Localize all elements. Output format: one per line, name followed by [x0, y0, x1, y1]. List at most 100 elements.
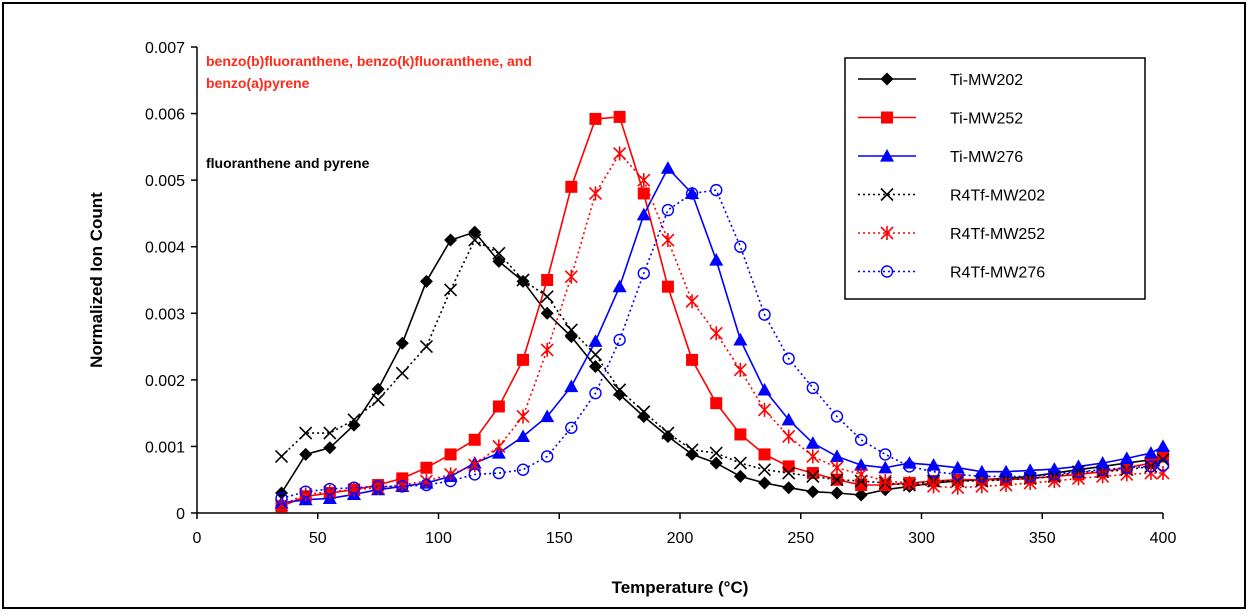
legend-box: [844, 57, 1146, 300]
data-point: [637, 267, 650, 280]
data-point: [734, 428, 747, 441]
x-tick-label: 150: [546, 530, 573, 547]
data-point: [661, 280, 674, 293]
data-point: [830, 460, 844, 475]
data-point: [710, 183, 723, 197]
data-point: [588, 360, 602, 374]
x-axis-ticks: 0 50 100 150 200 250 300 350 400: [193, 513, 1176, 547]
data-point: [806, 467, 819, 480]
data-point: [588, 334, 603, 347]
data-point: [1120, 461, 1133, 474]
data-point: [419, 340, 433, 354]
data-point: [685, 443, 699, 457]
data-point: [444, 448, 457, 461]
data-point: [829, 449, 844, 463]
data-point: [613, 110, 626, 123]
data-point: [636, 207, 651, 221]
data-point: [588, 186, 603, 201]
data-point: [951, 468, 964, 481]
data-point: [516, 429, 531, 443]
data-point: [805, 436, 820, 449]
legend-label: R4Tf-MW202: [950, 188, 1045, 205]
series-line: [281, 152, 1163, 506]
data-point: [396, 480, 409, 493]
data-point: [661, 426, 675, 440]
data-point: [782, 481, 796, 495]
data-point: [419, 274, 433, 288]
x-axis-title: Temperature (°C): [612, 578, 749, 597]
legend-label: Ti-MW252: [950, 111, 1023, 128]
data-point: [685, 187, 699, 200]
data-point: [492, 439, 506, 454]
data-point: [975, 470, 989, 483]
legend-marker: [880, 226, 894, 240]
data-point: [1157, 450, 1169, 463]
legend-entry: Ti-MW276: [858, 149, 1023, 166]
data-point: [879, 448, 892, 461]
data-point: [709, 456, 723, 470]
y-tick-label: 0.005: [145, 173, 185, 190]
data-point: [733, 456, 747, 470]
data-point: [323, 426, 337, 440]
data-point: [613, 383, 627, 397]
data-point: [781, 412, 796, 426]
data-point: [468, 468, 481, 481]
legend-label: Ti-MW202: [950, 72, 1023, 89]
data-point: [830, 486, 844, 500]
x-tick-label: 300: [908, 530, 935, 547]
data-point: [757, 382, 772, 396]
data-point: [685, 294, 699, 309]
data-point: [757, 463, 772, 477]
series-R4Tf-MW276: [275, 183, 1170, 505]
annotation-benzo-line2: benzo(a)pyrene: [206, 75, 310, 91]
data-point: [468, 233, 482, 247]
legend-marker: [881, 111, 893, 124]
y-tick-label: 0.006: [145, 107, 185, 124]
y-tick-label: 0.007: [145, 40, 185, 57]
data-point: [854, 488, 868, 502]
data-point: [661, 429, 675, 443]
data-point: [468, 458, 482, 473]
annotation-fluoranthene: fluoranthene and pyrene: [206, 155, 370, 171]
data-point: [564, 379, 579, 393]
data-point: [1047, 474, 1061, 489]
data-point: [733, 332, 748, 346]
data-point: [613, 388, 627, 402]
x-tick-label: 200: [667, 530, 694, 547]
data-point: [709, 253, 724, 266]
data-point: [323, 484, 337, 499]
data-point: [782, 429, 796, 444]
data-point: [710, 397, 723, 410]
data-point: [516, 274, 530, 288]
data-point: [830, 410, 844, 423]
data-point: [492, 254, 506, 268]
data-point: [540, 409, 555, 423]
data-point: [758, 476, 772, 490]
data-point: [927, 465, 940, 478]
legend-entry: Ti-MW252: [858, 111, 1023, 128]
data-point: [1120, 467, 1134, 482]
legend-entry: R4Tf-MW276: [858, 265, 1045, 282]
data-point: [999, 470, 1013, 483]
y-tick-label: 0.001: [145, 439, 185, 456]
data-point: [782, 466, 796, 480]
data-point: [637, 173, 651, 188]
data-point: [1119, 451, 1134, 465]
y-tick-label: 0.004: [145, 240, 185, 257]
legend-entry: R4Tf-MW202: [858, 188, 1045, 205]
data-point: [612, 279, 627, 293]
legend-marker: [880, 265, 894, 278]
data-point: [637, 409, 651, 423]
data-point: [637, 187, 650, 200]
data-point: [1096, 469, 1110, 484]
data-point: [564, 269, 578, 284]
data-point: [517, 353, 530, 366]
data-point: [806, 381, 820, 395]
data-point: [564, 323, 578, 337]
legend-label: R4Tf-MW276: [950, 265, 1045, 282]
y-axis-ticks: 0 0.001 0.002 0.003 0.004 0.005 0.006 0.007: [145, 40, 197, 523]
data-point: [468, 433, 481, 446]
series-line: [281, 189, 1164, 500]
legend-entry: R4Tf-MW252: [858, 226, 1045, 243]
